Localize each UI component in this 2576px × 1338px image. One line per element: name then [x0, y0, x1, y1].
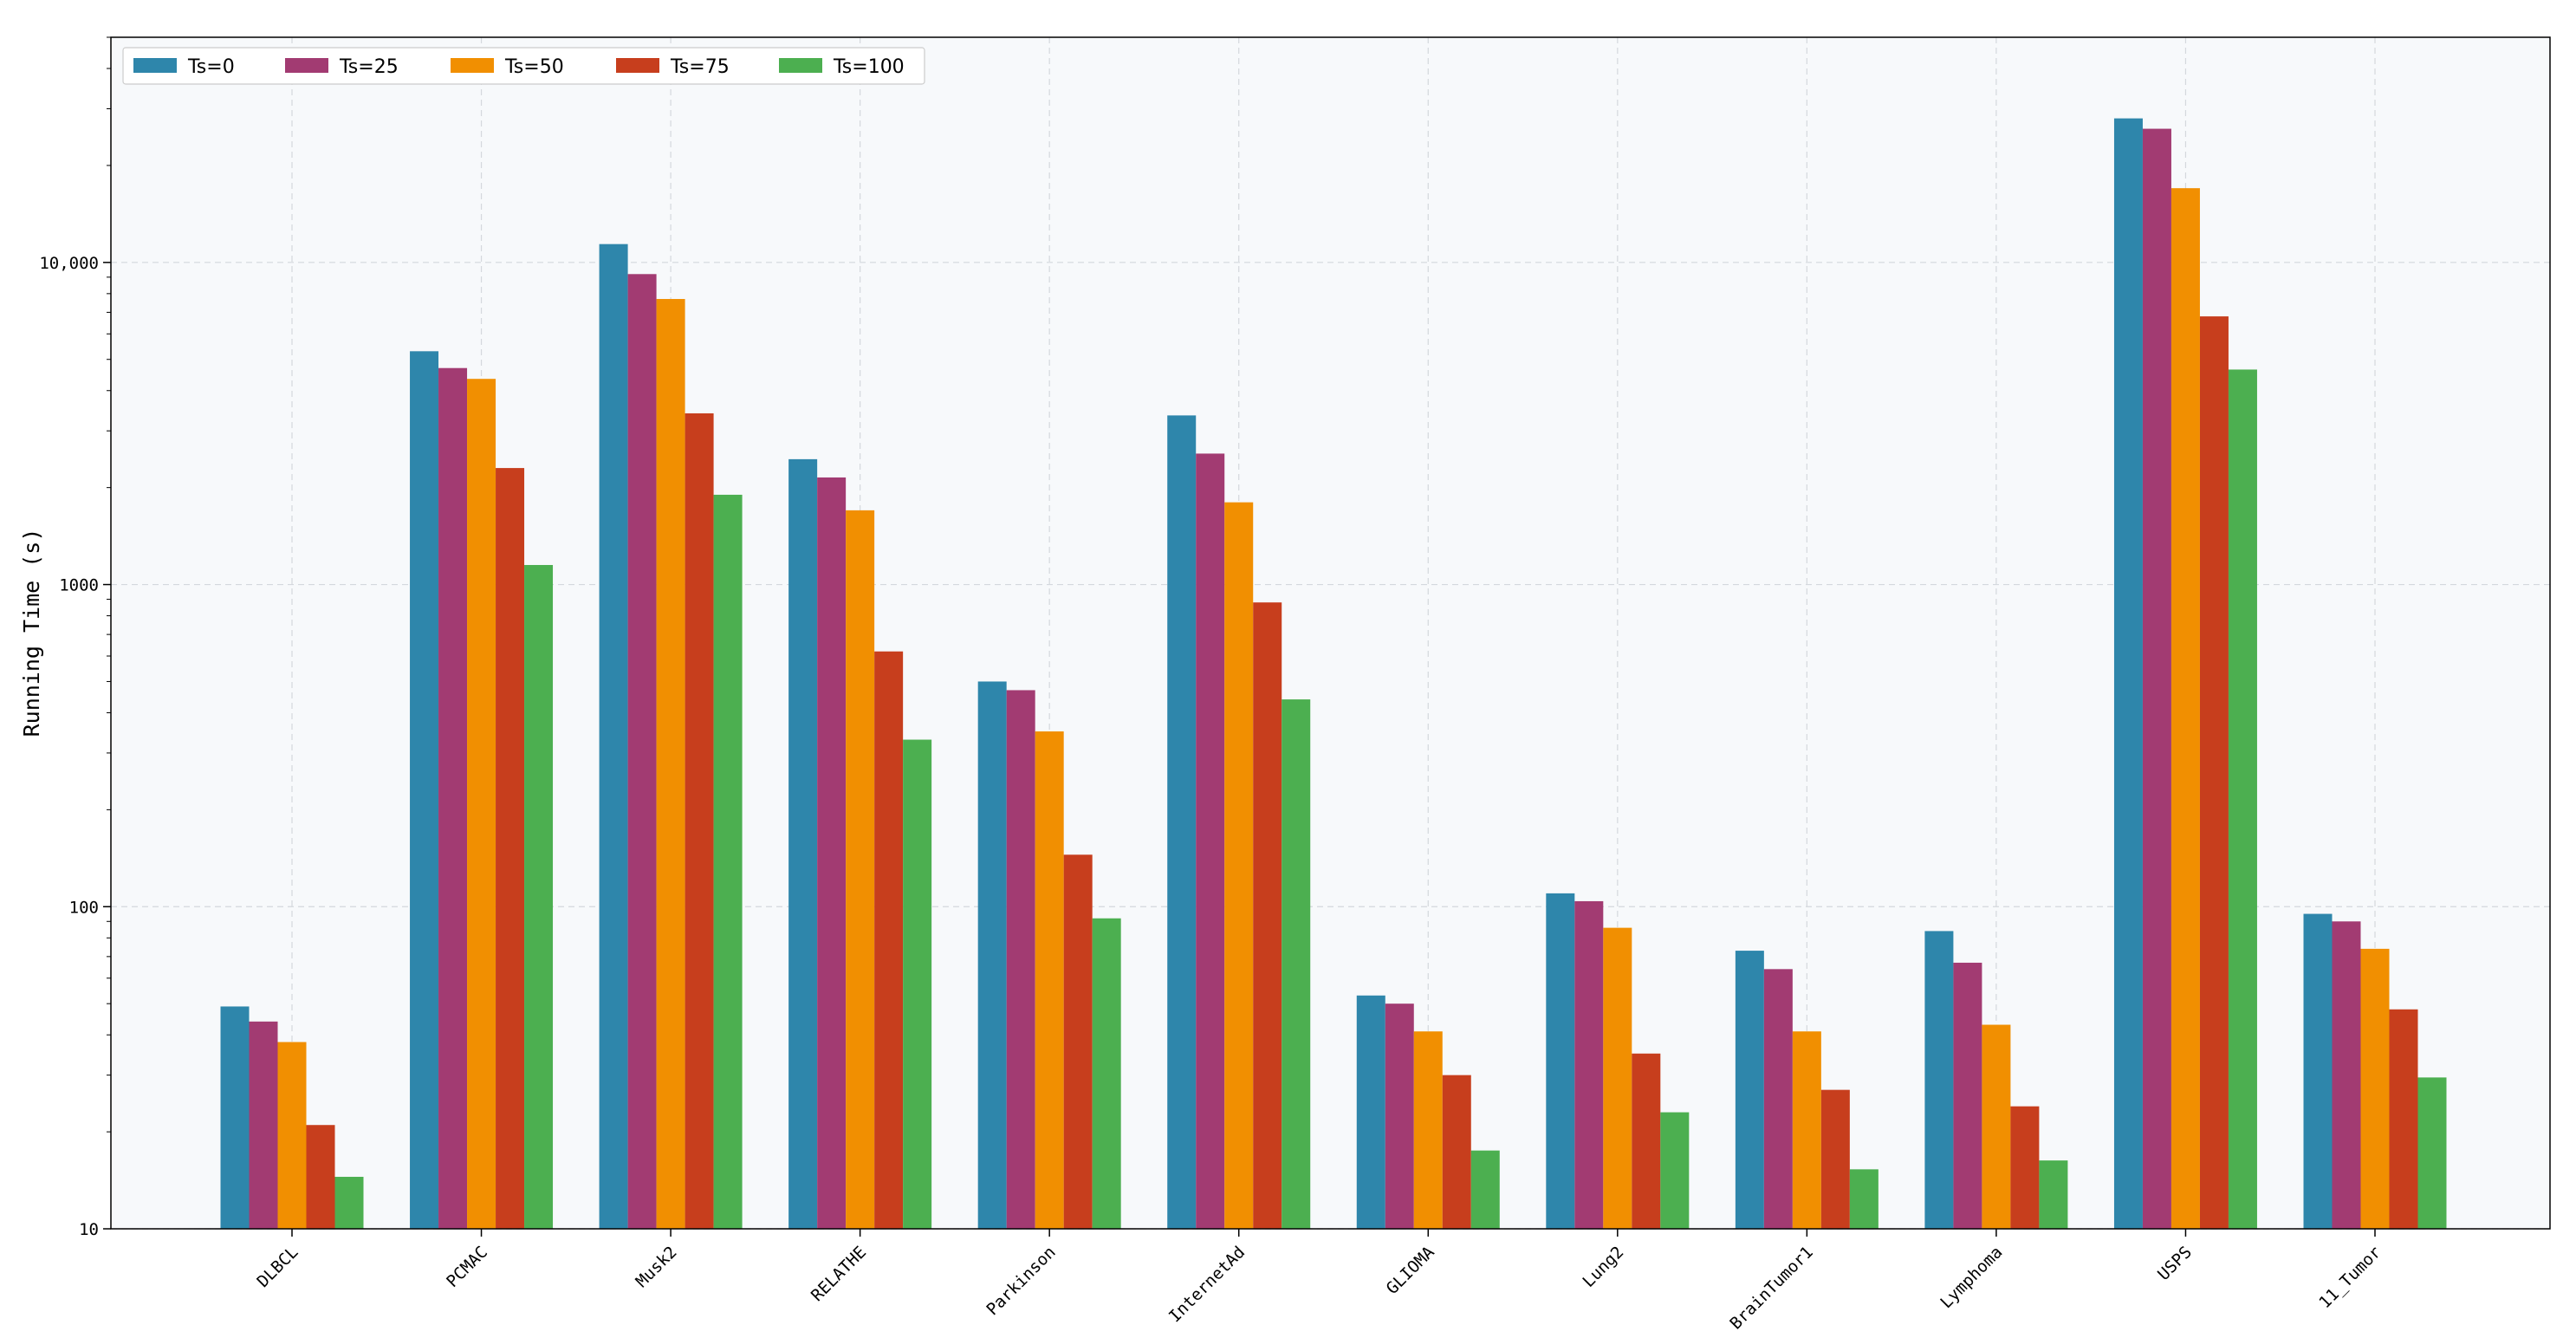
bar — [2113, 118, 2143, 1229]
y-axis: 10 100 1000 10,000 — [39, 36, 111, 1239]
legend-label: Ts=0 — [187, 56, 235, 78]
bar — [817, 477, 847, 1229]
bar — [627, 274, 657, 1230]
x-tick-label: InternetAd — [1165, 1243, 1249, 1326]
bar — [306, 1125, 335, 1229]
bar — [1442, 1075, 1471, 1229]
legend-swatch — [616, 58, 659, 73]
bar — [1470, 1150, 1500, 1229]
y-tick-label: 1000 — [59, 576, 99, 595]
bar — [1632, 1053, 1661, 1229]
bar — [1849, 1169, 1878, 1229]
x-tick-label: USPS — [2154, 1243, 2196, 1284]
bar — [2039, 1160, 2068, 1229]
bar — [874, 651, 904, 1229]
bar — [1660, 1112, 1690, 1229]
bar — [1546, 893, 1575, 1229]
bar — [1035, 731, 1064, 1229]
plot-frame — [110, 36, 2551, 1230]
bar — [1735, 951, 1764, 1229]
legend-swatch — [779, 58, 822, 73]
bar — [1282, 699, 1311, 1229]
x-tick-label: DLBCL — [254, 1243, 302, 1291]
bar — [599, 244, 628, 1229]
bar — [846, 510, 875, 1229]
x-tick-label: Parkinson — [983, 1243, 1059, 1319]
bar — [1006, 690, 1035, 1229]
bar — [2142, 128, 2171, 1229]
x-tick-label: Lung2 — [1579, 1243, 1627, 1291]
bar — [249, 1021, 278, 1229]
bar — [334, 1177, 364, 1229]
bar — [2010, 1106, 2040, 1229]
bar — [2417, 1077, 2447, 1229]
legend-box — [122, 47, 925, 85]
bar — [1792, 1031, 1821, 1229]
bar — [1063, 854, 1093, 1229]
bar — [277, 1042, 307, 1229]
bar — [2170, 188, 2200, 1230]
x-axis: DLBCL PCMAC Musk2 RELATHE Parkinson InternetA… — [254, 1229, 2385, 1334]
bar — [1196, 453, 1225, 1229]
bar — [685, 412, 714, 1230]
legend-label: Ts=25 — [339, 56, 399, 78]
bar — [1356, 995, 1385, 1229]
x-tick-label: RELATHE — [808, 1243, 870, 1305]
bar — [1385, 1004, 1414, 1229]
bar — [713, 494, 743, 1229]
bar — [1574, 900, 1604, 1229]
legend-label: Ts=75 — [670, 56, 730, 78]
bar — [496, 468, 525, 1229]
x-tick-label: GLIOMA — [1383, 1243, 1438, 1298]
bar — [2303, 913, 2333, 1229]
bar — [1763, 969, 1793, 1229]
bar — [977, 681, 1007, 1229]
x-tick-label: Musk2 — [633, 1243, 681, 1291]
bar — [1092, 918, 1121, 1229]
x-tick-label: PCMAC — [443, 1243, 491, 1291]
bars — [220, 118, 2447, 1230]
y-tick-label: 10 — [79, 1220, 99, 1239]
bar — [1224, 502, 1254, 1229]
bar — [467, 379, 496, 1230]
legend-swatch — [285, 58, 328, 73]
bar — [1953, 962, 1982, 1229]
bar — [1603, 927, 1632, 1229]
bar — [410, 351, 439, 1230]
bar — [524, 564, 554, 1229]
y-tick-label: 10,000 — [39, 254, 99, 273]
bar — [2389, 1009, 2418, 1229]
x-tick-label: Lymphoma — [1937, 1243, 2006, 1312]
bar — [1924, 931, 1954, 1229]
x-tick-label: BrainTumor1 — [1726, 1243, 1817, 1334]
bar — [2199, 316, 2229, 1229]
bar — [656, 299, 685, 1230]
bar — [2332, 921, 2361, 1229]
bar — [788, 458, 818, 1229]
bar — [1820, 1089, 1850, 1229]
bar — [438, 367, 468, 1230]
bar — [1253, 602, 1282, 1229]
legend-label: Ts=50 — [504, 56, 564, 78]
legend-swatch — [133, 58, 177, 73]
y-axis-title: Running Time (s) — [19, 529, 44, 737]
bar — [903, 739, 932, 1229]
bar — [1167, 415, 1197, 1230]
bar — [2228, 369, 2257, 1229]
legend: Ts=0 Ts=25 Ts=50 Ts=75 Ts=100 — [122, 47, 925, 85]
bar — [2360, 948, 2390, 1229]
legend-swatch — [451, 58, 494, 73]
y-tick-label: 100 — [69, 898, 99, 917]
x-tick-label: 11_Tumor — [2315, 1243, 2385, 1312]
bar — [1982, 1024, 2011, 1229]
bar — [220, 1006, 250, 1229]
legend-label: Ts=100 — [833, 56, 905, 78]
bar — [1413, 1031, 1443, 1229]
